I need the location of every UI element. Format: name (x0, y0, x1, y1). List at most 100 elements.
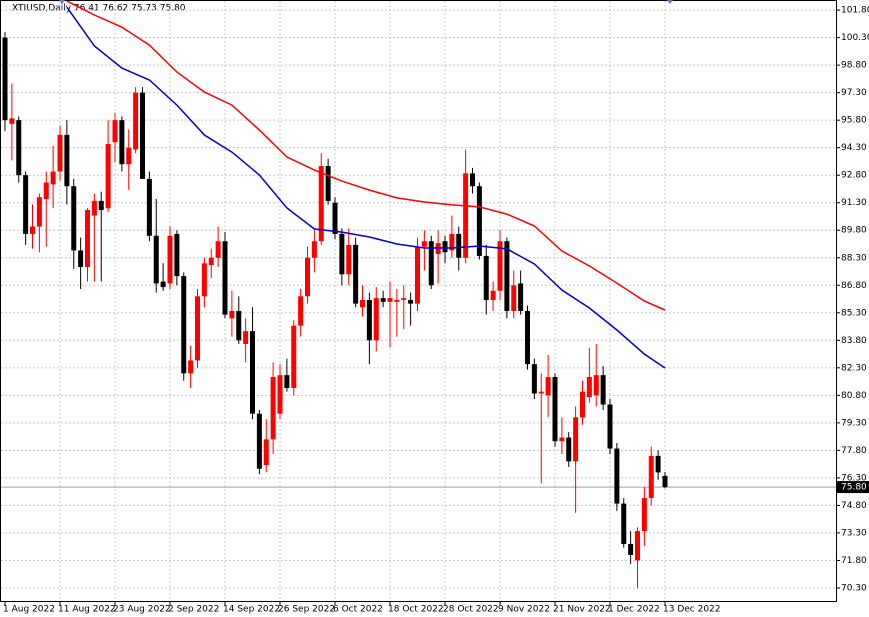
candle-body (648, 455, 654, 499)
candle-body (580, 391, 585, 418)
candle-body (167, 235, 173, 284)
y-tick-label: 91.30 (841, 198, 867, 208)
y-tick-label: 95.80 (841, 116, 867, 126)
candle-body (263, 439, 269, 466)
candle-body (9, 118, 15, 124)
candle-body (490, 290, 496, 300)
candle-body (105, 144, 111, 209)
candle-body (415, 246, 420, 304)
candle-body (85, 210, 90, 267)
y-tick-label: 98.80 (841, 61, 867, 71)
candle-body (421, 241, 427, 247)
candle-body (291, 325, 297, 389)
y-tick-label: 71.80 (841, 556, 867, 566)
last-price-box (837, 481, 869, 494)
candle-body (298, 296, 304, 326)
candle-body (538, 391, 544, 394)
candle-body (545, 377, 551, 396)
candle-body (126, 147, 132, 165)
candle-body (504, 241, 510, 311)
candle-body (174, 233, 180, 277)
candle-body (243, 331, 249, 344)
x-tick-label: 28 Oct 2022 (443, 605, 499, 615)
candle-body (449, 233, 455, 251)
candle-body (600, 375, 606, 405)
candle-body (360, 299, 365, 308)
y-tick-label: 83.80 (841, 336, 867, 346)
y-tick-label: 80.80 (841, 391, 867, 401)
x-tick-label: 11 Aug 2022 (58, 605, 116, 615)
candle-body (552, 377, 558, 442)
candle-body (16, 120, 22, 176)
candle-body (146, 178, 152, 236)
y-tick-label: 89.80 (841, 226, 867, 236)
candle-body (662, 475, 668, 488)
candle-body (463, 173, 469, 258)
candle-body (2, 37, 8, 121)
y-tick-label: 94.30 (841, 143, 867, 153)
y-tick-label: 73.30 (841, 528, 867, 538)
y-tick-label: 77.80 (841, 446, 867, 456)
candle-body (607, 404, 613, 449)
candle-body (586, 377, 592, 398)
candle-body (277, 375, 283, 414)
x-tick-label: 23 Aug 2022 (113, 605, 171, 615)
candle-body (456, 233, 462, 258)
y-tick-label: 74.80 (841, 501, 867, 511)
candle-body (401, 298, 407, 300)
y-tick-label: 88.30 (841, 253, 867, 263)
candle-body (394, 299, 400, 302)
candle-body (621, 503, 627, 544)
candle-body (23, 175, 29, 234)
candle-body (346, 244, 352, 275)
y-tick-label: 92.80 (841, 171, 867, 181)
marker (667, 0, 673, 4)
candle-body (641, 498, 647, 532)
y-tick-label: 101.80 (841, 6, 869, 16)
candle-body (270, 377, 276, 440)
candle-body (635, 531, 640, 561)
candle-body (380, 298, 386, 302)
candle-body (78, 250, 84, 267)
candle-body (470, 173, 475, 187)
candle-body (339, 233, 345, 275)
candle-body (71, 186, 77, 251)
candle-body (573, 417, 579, 462)
candle-body (483, 255, 489, 300)
candle-body (311, 241, 317, 258)
chart-title: XTIUSD,Daily 76.41 76.62 75.73 75.80 (12, 4, 186, 14)
candle-body (305, 257, 310, 297)
candle-body (133, 92, 139, 150)
y-tick-label: 97.30 (841, 88, 867, 98)
candle-body (43, 182, 49, 200)
candle-body (153, 235, 159, 284)
x-tick-label: 1 Dec 2022 (608, 605, 660, 615)
candle-body (208, 257, 214, 266)
candle-body (140, 92, 145, 179)
candle-body (442, 241, 448, 253)
x-tick-label: 13 Dec 2022 (663, 605, 721, 615)
x-tick-label: 9 Nov 2022 (498, 605, 550, 615)
x-tick-label: 1 Aug 2022 (3, 605, 55, 615)
candle-body (428, 241, 434, 286)
candle-body (497, 241, 503, 291)
x-tick-label: 14 Sep 2022 (223, 605, 280, 615)
candle-body (256, 413, 262, 469)
x-tick-label: 26 Sep 2022 (278, 605, 335, 615)
candle-body (353, 244, 359, 304)
candle-body (64, 134, 70, 187)
candle-body (373, 298, 379, 341)
candle-body (593, 375, 599, 396)
candle-body (195, 296, 200, 361)
candle-body (318, 166, 324, 242)
candle-body (98, 200, 104, 211)
candle-body (566, 437, 572, 462)
candle-body (387, 298, 393, 302)
candle-body (614, 448, 620, 504)
candle-body (181, 276, 187, 374)
candle-body (332, 202, 338, 234)
candle-body (525, 310, 530, 365)
candle-body (30, 226, 35, 234)
candle-body (284, 375, 290, 389)
x-tick-label: 2 Sep 2022 (168, 605, 219, 615)
